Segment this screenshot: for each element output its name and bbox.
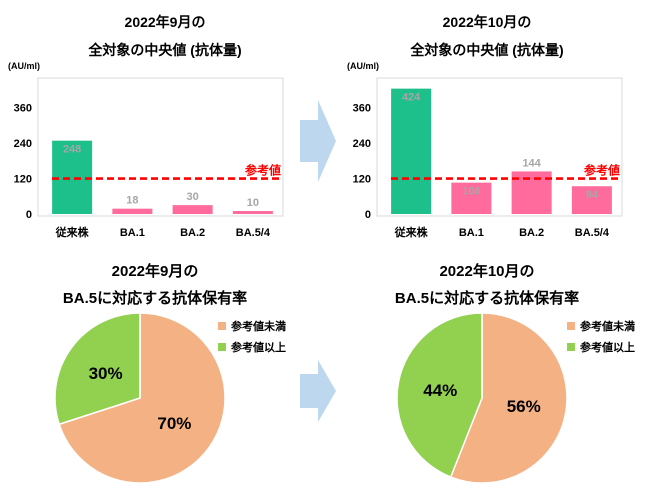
legend-swatch-1 [567, 322, 575, 330]
bar-value-label-3: 30 [187, 191, 199, 203]
y-tick-label: 360 [14, 103, 32, 115]
title-line: BA.5に対応する抗体保有率 [394, 290, 580, 307]
legend-label-1: 参考値未満 [231, 319, 286, 333]
y-tick-label: 240 [353, 138, 371, 150]
pie-slice-label-1: 56% [507, 397, 541, 416]
bar-value-label-4: 94 [586, 189, 599, 201]
title-line: 全対象の中央値 (抗体量) [410, 42, 564, 58]
bar-2 [112, 208, 153, 214]
plot-frame [376, 77, 623, 217]
sep-ba5-rate-pie-chart: 70% 参考値未満 30% 参考値以上 [54, 312, 286, 484]
legend-label-1: 参考値未満 [580, 319, 635, 333]
y-tick-label: 0 [365, 209, 371, 221]
y-tick-label: 360 [353, 103, 371, 115]
legend-swatch-1 [218, 322, 226, 330]
y-unit-label: (AU/ml) [347, 61, 379, 71]
title-line: BA.5に対応する抗体保有率 [62, 290, 248, 307]
title-line: 2022年10月の [442, 14, 532, 30]
pie-slice-label-2: 30% [89, 364, 123, 383]
oct-ba5-rate-chart-title: 2022年10月の BA.5に対応する抗体保有率 [362, 258, 612, 312]
bar-3 [172, 205, 213, 214]
bar-4 [232, 211, 273, 214]
y-tick-label: 0 [26, 209, 32, 221]
oct-antibody-bar-chart: (AU/ml) 0 120 240 360 424 従来株 106 BA.1 144 BA.2 94 B… [347, 61, 623, 239]
y-tick-label: 240 [14, 138, 32, 150]
bar-value-label-1: 248 [63, 144, 81, 156]
bar-value-label-3: 144 [522, 157, 541, 169]
category-label-1: 従来株 [55, 225, 90, 239]
pie-slice-label-2: 44% [423, 381, 457, 400]
y-tick-label: 120 [14, 174, 32, 186]
oct-antibody-chart-title: 2022年10月の 全対象の中央値 (抗体量) [362, 8, 612, 64]
category-label-4: BA.5/4 [236, 227, 271, 239]
bar-value-label-4: 10 [247, 197, 259, 209]
reference-line-label: 参考値 [245, 163, 281, 178]
title-line: 2022年9月の [124, 14, 206, 30]
right-arrow-icon [300, 360, 336, 422]
pie-slice-1 [58, 312, 226, 484]
bar-value-label-2: 106 [462, 186, 480, 198]
pie-slice-label-1: 70% [157, 414, 191, 433]
category-label-4: BA.5/4 [575, 227, 610, 239]
category-label-3: BA.2 [519, 227, 544, 239]
category-label-2: BA.1 [459, 227, 484, 239]
title-line: 2022年10月の [439, 263, 535, 280]
reference-line-label: 参考値 [584, 163, 620, 178]
category-label-2: BA.1 [120, 227, 145, 239]
legend-label-2: 参考値以上 [580, 340, 635, 354]
legend-label-2: 参考値以上 [231, 340, 286, 354]
sep-ba5-rate-chart-title: 2022年9月の BA.5に対応する抗体保有率 [30, 258, 280, 312]
category-label-3: BA.2 [180, 227, 205, 239]
y-unit-label: (AU/ml) [8, 61, 40, 71]
pie-slice-1 [449, 312, 568, 484]
bar-2 [451, 182, 492, 214]
bar-4 [571, 186, 612, 214]
bar-value-label-1: 424 [402, 92, 421, 104]
oct-ba5-rate-pie-chart: 56% 参考値未満 44% 参考値以上 [396, 312, 635, 484]
legend-swatch-2 [567, 343, 575, 351]
legend-swatch-2 [218, 343, 226, 351]
pie-slice-2 [396, 312, 483, 479]
bar-value-label-2: 18 [126, 195, 138, 207]
y-tick-label: 120 [353, 174, 371, 186]
sep-antibody-chart-title: 2022年9月の 全対象の中央値 (抗体量) [40, 8, 290, 64]
sep-antibody-bar-chart: (AU/ml) 0 120 240 360 248 従来株 18 BA.1 30 BA.2 10 BA.… [8, 61, 284, 239]
plot-frame [37, 77, 284, 217]
title-line: 2022年9月の [111, 263, 199, 280]
right-arrow-icon [300, 100, 336, 182]
pie-slice-2 [54, 312, 141, 426]
category-label-1: 従来株 [394, 225, 429, 239]
bar-1 [391, 88, 432, 214]
title-line: 全対象の中央値 (抗体量) [88, 42, 242, 58]
